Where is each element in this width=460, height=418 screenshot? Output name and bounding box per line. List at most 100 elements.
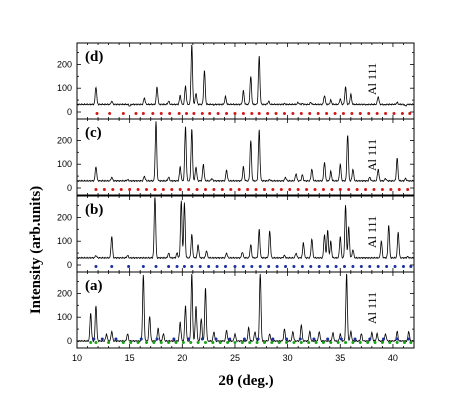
reflection-marker bbox=[401, 265, 405, 268]
reflection-marker bbox=[300, 265, 304, 268]
panel-label-c: (c) bbox=[85, 125, 102, 141]
reflection-marker bbox=[229, 188, 233, 191]
reflection-marker bbox=[326, 337, 330, 341]
reflection-marker bbox=[95, 112, 99, 115]
reflection-marker bbox=[168, 112, 172, 115]
reflection-marker bbox=[121, 112, 125, 115]
reflection-marker bbox=[389, 188, 393, 191]
reflection-marker bbox=[145, 341, 149, 344]
reflection-marker bbox=[134, 112, 138, 115]
y-tick-label: 100 bbox=[57, 83, 72, 93]
reflection-marker bbox=[151, 112, 155, 115]
reflection-marker bbox=[121, 341, 125, 344]
reflection-marker bbox=[344, 341, 348, 344]
reflection-marker bbox=[316, 112, 320, 115]
panel-frame-d bbox=[76, 42, 415, 120]
reflection-marker bbox=[308, 112, 312, 115]
reflection-marker bbox=[358, 112, 362, 115]
reflection-marker bbox=[200, 337, 204, 341]
reflection-marker bbox=[388, 341, 392, 344]
reflection-marker bbox=[233, 112, 237, 115]
reflection-marker bbox=[223, 265, 227, 268]
reflection-marker bbox=[258, 265, 262, 268]
reflection-marker bbox=[392, 112, 396, 115]
panel-label-d: (d) bbox=[85, 49, 103, 65]
reflection-marker bbox=[367, 112, 371, 115]
reflection-marker bbox=[181, 341, 185, 344]
reflection-marker bbox=[119, 188, 123, 191]
reflection-marker bbox=[299, 341, 303, 344]
reflection-marker bbox=[271, 188, 275, 191]
reflection-marker bbox=[408, 112, 412, 115]
reflection-marker bbox=[248, 341, 252, 344]
reflection-marker bbox=[254, 188, 258, 191]
reflection-marker bbox=[274, 112, 278, 115]
reflection-marker bbox=[226, 341, 230, 344]
reflection-marker bbox=[242, 337, 246, 341]
reflection-marker bbox=[212, 188, 216, 191]
reflection-marker bbox=[228, 337, 232, 341]
reflection-marker bbox=[329, 341, 333, 344]
reflection-marker bbox=[102, 188, 106, 191]
pattern-trace-b bbox=[76, 197, 415, 260]
reflection-marker bbox=[216, 112, 220, 115]
panel-frame-b bbox=[76, 195, 415, 273]
reflection-marker bbox=[298, 337, 302, 341]
reflection-marker bbox=[255, 341, 259, 344]
reflection-marker bbox=[94, 265, 98, 268]
reflection-marker bbox=[409, 265, 413, 268]
reflection-marker bbox=[305, 188, 309, 191]
pattern-trace-a bbox=[76, 273, 415, 343]
reflection-marker bbox=[153, 188, 157, 191]
reflection-marker bbox=[174, 341, 178, 344]
reflection-marker bbox=[336, 341, 340, 344]
x-tick-label: 15 bbox=[125, 353, 135, 363]
reflection-marker bbox=[175, 265, 179, 268]
reflection-marker bbox=[178, 188, 182, 191]
reflection-marker bbox=[333, 112, 337, 115]
reflection-marker bbox=[233, 265, 237, 268]
y-axis-title: Intensity (arb.units) bbox=[28, 186, 44, 314]
reflection-marker bbox=[381, 337, 385, 341]
al-111-annotation: Al 111 bbox=[365, 216, 379, 248]
reflection-marker bbox=[185, 112, 189, 115]
reflection-marker bbox=[266, 112, 270, 115]
y-tick-label: 0 bbox=[67, 183, 72, 193]
al-111-annotation: Al 111 bbox=[365, 63, 379, 95]
reflection-marker bbox=[92, 337, 96, 341]
reflection-marker bbox=[359, 265, 363, 268]
reflection-marker bbox=[170, 188, 174, 191]
reflection-marker bbox=[330, 188, 334, 191]
reflection-marker bbox=[393, 265, 397, 268]
reflection-marker bbox=[207, 265, 211, 268]
reflection-marker bbox=[284, 265, 288, 268]
pattern-trace-d bbox=[76, 44, 415, 107]
reflection-marker bbox=[94, 188, 98, 191]
reflection-marker bbox=[241, 112, 245, 115]
reflection-marker bbox=[237, 188, 241, 191]
reflection-marker bbox=[372, 188, 376, 191]
reflection-marker bbox=[406, 188, 410, 191]
panel-label-a: (a) bbox=[85, 278, 103, 294]
reflection-marker bbox=[288, 188, 292, 191]
reflection-marker bbox=[233, 341, 237, 344]
y-tick-label: 100 bbox=[57, 236, 72, 246]
reflection-marker bbox=[167, 341, 171, 344]
x-tick-label: 10 bbox=[72, 353, 82, 363]
reflection-marker bbox=[189, 341, 193, 344]
reflection-marker bbox=[299, 112, 303, 115]
reflection-marker bbox=[262, 188, 266, 191]
reflection-marker bbox=[368, 337, 372, 341]
reflection-marker bbox=[380, 188, 384, 191]
y-tick-label: 100 bbox=[57, 159, 72, 169]
reflection-marker bbox=[192, 112, 196, 115]
reflection-marker bbox=[172, 337, 176, 341]
y-tick-label: 200 bbox=[57, 59, 72, 69]
reflection-marker bbox=[177, 112, 181, 115]
reflection-marker bbox=[225, 112, 229, 115]
y-tick-label: 0 bbox=[67, 260, 72, 270]
reflection-marker bbox=[309, 265, 313, 268]
reflection-marker bbox=[270, 341, 274, 344]
reflection-marker bbox=[187, 337, 191, 341]
